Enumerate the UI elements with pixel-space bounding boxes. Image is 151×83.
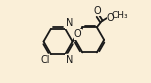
Text: O: O (74, 29, 82, 39)
Text: N: N (66, 18, 73, 28)
Text: Cl: Cl (41, 55, 50, 65)
Text: CH₃: CH₃ (112, 11, 129, 21)
Text: O: O (107, 13, 115, 23)
Text: O: O (93, 6, 101, 16)
Text: N: N (66, 55, 73, 65)
